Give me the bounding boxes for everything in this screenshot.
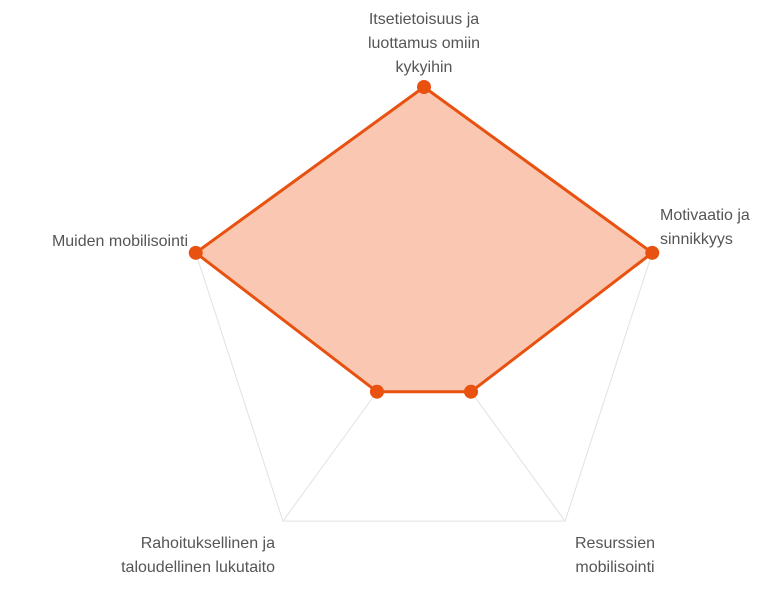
axis-label: Muiden mobilisointi <box>51 233 188 250</box>
axis-label: Itsetietoisuus ja luottamus omiin kykyih… <box>367 11 481 76</box>
data-point <box>188 245 203 260</box>
data-point <box>464 384 479 399</box>
series-area <box>194 85 654 394</box>
axis-label: Rahoituksellinen ja taloudellinen lukuta… <box>121 535 275 576</box>
axis-label: Motivaatio ja sinnikkyys <box>660 207 750 248</box>
axis-label: Resurssien mobilisointi <box>574 535 656 576</box>
data-point <box>417 80 431 94</box>
data-point <box>645 245 660 260</box>
data-point <box>369 384 384 399</box>
